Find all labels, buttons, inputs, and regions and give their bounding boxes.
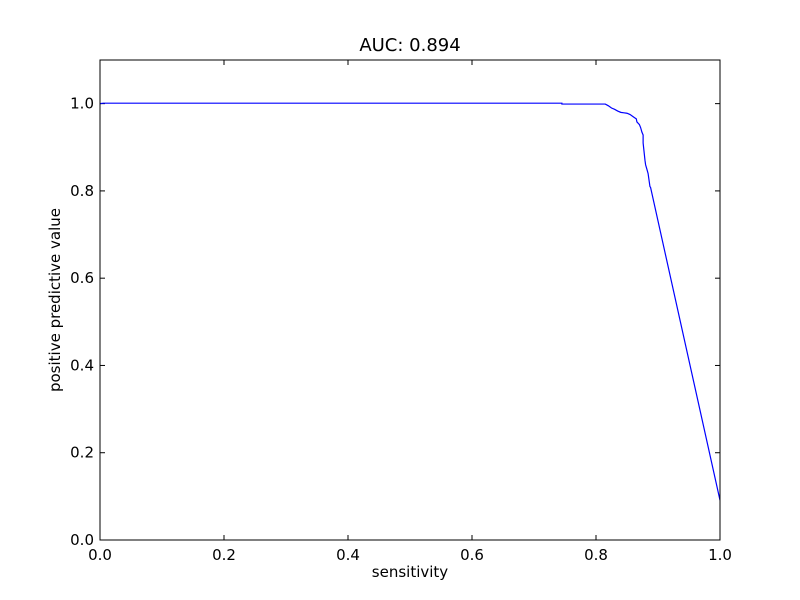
y-tick-label: 0.8 bbox=[70, 182, 94, 200]
axes-frame bbox=[99, 59, 721, 541]
plot-area bbox=[100, 102, 720, 501]
axis-tick-labels: 0.0 0.2 0.4 0.6 0.8 1.0 0.0 0.2 0.4 0.6 0.8 1.0 bbox=[70, 95, 732, 564]
x-axis-label: sensitivity bbox=[372, 563, 449, 581]
x-tick-label: 0.2 bbox=[212, 546, 236, 564]
y-tick-label: 0.0 bbox=[70, 531, 94, 549]
y-tick-label: 1.0 bbox=[70, 95, 94, 113]
x-tick-label: 1.0 bbox=[708, 546, 732, 564]
x-tick-label: 0.0 bbox=[88, 546, 112, 564]
y-tick-label: 0.4 bbox=[70, 356, 94, 374]
x-tick-label: 0.8 bbox=[584, 546, 608, 564]
y-tick-label: 0.2 bbox=[70, 444, 94, 462]
x-tick-label: 0.4 bbox=[336, 546, 360, 564]
y-axis-label: positive predictive value bbox=[46, 208, 64, 392]
y-tick-label: 0.6 bbox=[70, 269, 94, 287]
chart-title: AUC: 0.894 bbox=[359, 35, 460, 56]
series-line bbox=[100, 102, 720, 501]
x-tick-label: 0.6 bbox=[460, 546, 484, 564]
